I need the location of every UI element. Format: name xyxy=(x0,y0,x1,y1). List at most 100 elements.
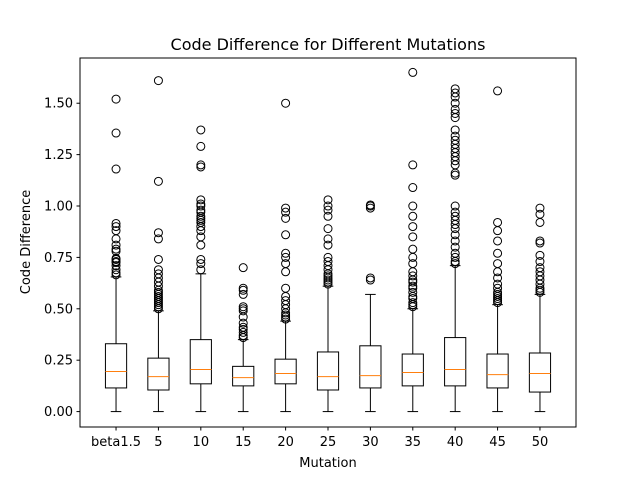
box-group-30 xyxy=(359,200,382,413)
outlier-point xyxy=(408,244,418,254)
y-tick-label: 0.50 xyxy=(44,302,73,317)
outlier-point xyxy=(535,203,545,213)
outlier-point xyxy=(493,248,503,258)
outlier-point xyxy=(408,281,418,291)
x-tick-label: 5 xyxy=(154,435,162,450)
x-tick-label: 45 xyxy=(489,435,506,450)
outlier-point xyxy=(111,222,121,232)
y-tick-label: 1.25 xyxy=(44,148,73,163)
outlier-point xyxy=(408,298,418,308)
outlier-point xyxy=(281,207,291,217)
outlier-point xyxy=(450,131,460,141)
outlier-point xyxy=(408,211,418,221)
outlier-point xyxy=(493,283,503,293)
box-iqr xyxy=(189,339,212,385)
outlier-point xyxy=(111,128,121,138)
outlier-point xyxy=(111,244,121,254)
outlier-point xyxy=(111,268,121,278)
outlier-point xyxy=(196,199,206,209)
outlier-point xyxy=(408,222,418,232)
outlier-point xyxy=(493,86,503,96)
outlier-point xyxy=(323,240,333,250)
box-iqr xyxy=(359,345,382,389)
y-tick-label: 0.00 xyxy=(44,405,73,420)
outlier-point xyxy=(535,263,545,273)
outlier-point xyxy=(493,259,503,269)
box-group-20 xyxy=(274,98,297,413)
outlier-point xyxy=(153,76,163,86)
outlier-point xyxy=(238,322,248,332)
outlier-point xyxy=(196,265,206,275)
outlier-point xyxy=(111,94,121,104)
outlier-point xyxy=(196,195,206,205)
outlier-point xyxy=(450,252,460,262)
x-tick-label: beta1.5 xyxy=(91,435,141,450)
outlier-point xyxy=(450,236,460,246)
outlier-point xyxy=(196,211,206,221)
outlier-point xyxy=(281,98,291,108)
outlier-point xyxy=(408,259,418,269)
outlier-point xyxy=(238,263,248,273)
x-tick-label: 40 xyxy=(447,435,464,450)
outlier-point xyxy=(450,125,460,135)
outlier-point xyxy=(281,213,291,223)
x-axis-label: Mutation xyxy=(299,456,356,471)
outlier-point xyxy=(535,257,545,267)
y-axis-label: Code Difference xyxy=(19,190,34,294)
outlier-point xyxy=(323,211,333,221)
y-tick-label: 1.00 xyxy=(44,200,73,215)
outlier-point xyxy=(238,318,248,328)
outlier-point xyxy=(281,230,291,240)
outlier-point xyxy=(153,269,163,279)
box-iqr xyxy=(104,343,128,389)
outlier-point xyxy=(281,283,291,293)
outlier-point xyxy=(281,203,291,213)
outlier-point xyxy=(408,160,418,170)
outlier-point xyxy=(323,205,333,215)
outlier-point xyxy=(196,141,206,151)
box-group-45 xyxy=(486,86,509,413)
outlier-point xyxy=(408,201,418,211)
outlier-point xyxy=(408,232,418,242)
outlier-point xyxy=(111,261,121,271)
outlier-point xyxy=(323,234,333,244)
x-axis: beta1.5 5 10 15 20 25 30 35 40 45 50 xyxy=(91,427,548,450)
y-axis: 0.00 0.25 0.50 0.75 1.00 1.25 1.50 xyxy=(44,97,80,420)
outlier-point xyxy=(450,104,460,114)
box-group-5 xyxy=(147,76,170,413)
outlier-point xyxy=(196,205,206,215)
outlier-point xyxy=(111,226,121,236)
outlier-point xyxy=(450,135,460,145)
box-group-25 xyxy=(316,195,340,413)
outlier-point xyxy=(450,230,460,240)
box-iqr xyxy=(316,351,340,391)
x-tick-label: 20 xyxy=(277,435,294,450)
x-tick-label: 25 xyxy=(320,435,337,450)
y-tick-label: 1.50 xyxy=(44,97,73,112)
outlier-point xyxy=(450,242,460,252)
outlier-point xyxy=(111,218,121,228)
outlier-point xyxy=(493,279,503,289)
box-iqr xyxy=(401,353,424,387)
outlier-point xyxy=(535,209,545,219)
box-iqr xyxy=(147,357,170,391)
outlier-point xyxy=(111,240,121,250)
outlier-point xyxy=(535,250,545,260)
outlier-point xyxy=(450,207,460,217)
outlier-point xyxy=(450,109,460,119)
outlier-point xyxy=(408,271,418,281)
outlier-point xyxy=(238,289,248,299)
chart-title: Code Difference for Different Mutations xyxy=(171,35,486,54)
boxes-layer xyxy=(104,67,552,413)
outlier-point xyxy=(365,200,375,210)
outlier-point xyxy=(196,160,206,170)
outlier-point xyxy=(408,183,418,193)
outlier-point xyxy=(493,236,503,246)
outlier-point xyxy=(281,248,291,258)
box-group-50 xyxy=(528,203,552,413)
outlier-point xyxy=(493,217,503,227)
x-tick-label: 15 xyxy=(235,435,252,450)
outlier-point xyxy=(281,252,291,262)
